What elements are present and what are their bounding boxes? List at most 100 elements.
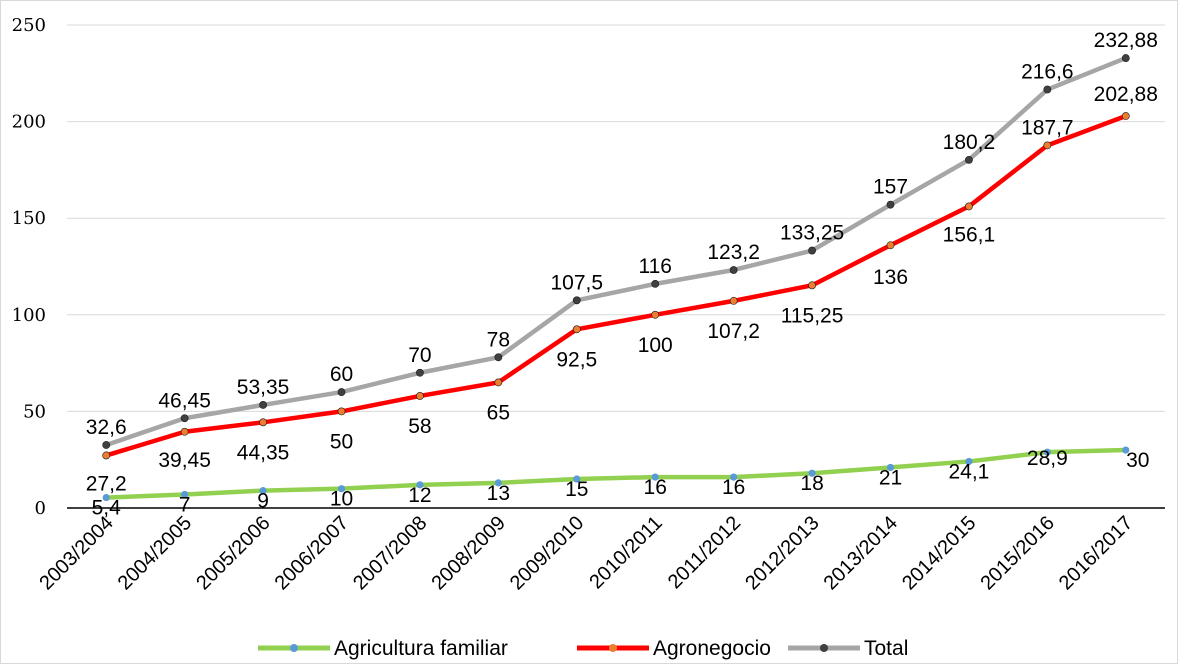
y-tick-label: 150 <box>12 208 46 229</box>
data-point <box>180 414 189 423</box>
x-tick-label: 2011/2012 <box>664 512 745 593</box>
x-tick-label: 2007/2008 <box>349 512 431 594</box>
data-label: 107,2 <box>707 320 760 343</box>
data-point <box>102 493 110 502</box>
data-label: 216,6 <box>1021 61 1074 84</box>
data-point <box>886 241 895 250</box>
data-label: 50 <box>330 430 353 453</box>
x-tick-label: 2004/2005 <box>114 512 196 594</box>
data-point <box>730 473 738 481</box>
data-point <box>494 479 502 487</box>
series-lines <box>103 55 1129 500</box>
x-tick-label: 2016/2017 <box>1055 512 1137 594</box>
data-point <box>180 427 189 436</box>
x-tick-label: 2015/2016 <box>976 512 1058 594</box>
y-tick-label: 250 <box>12 15 46 36</box>
data-label: 157 <box>873 176 908 199</box>
x-tick-label: 2012/2013 <box>741 512 823 594</box>
data-point <box>808 281 816 290</box>
data-label: 27,2 <box>86 472 127 495</box>
x-tick-label: 2010/2011 <box>585 512 666 593</box>
data-point <box>1121 54 1130 62</box>
data-point <box>1043 448 1051 456</box>
data-label: 70 <box>408 344 431 367</box>
legend-swatch-marker <box>609 644 617 652</box>
data-label: 7 <box>179 493 191 516</box>
x-tick-label: 2008/2009 <box>427 512 509 594</box>
data-label: 28,9 <box>1027 447 1068 470</box>
data-label: 202,88 <box>1094 83 1158 106</box>
data-label: 16 <box>722 476 745 499</box>
gridlines <box>67 24 1165 412</box>
x-tick-label: 2013/2014 <box>820 512 902 594</box>
data-point <box>337 388 346 396</box>
data-label: 9 <box>257 490 269 513</box>
data-label: 187,7 <box>1021 116 1074 139</box>
data-point <box>416 481 424 489</box>
data-label: 46,45 <box>158 389 211 412</box>
data-label: 15 <box>565 478 588 501</box>
y-axis-ticks: 0 50 100 150 200 250 <box>12 15 46 519</box>
x-tick-label: 2003/2004 <box>35 512 117 594</box>
data-point <box>572 296 581 305</box>
data-label: 44,35 <box>237 441 290 464</box>
series-line <box>103 55 1129 448</box>
data-label: 232,88 <box>1094 29 1158 52</box>
data-point <box>337 407 346 416</box>
legend-swatch-marker <box>820 644 828 652</box>
data-label: 58 <box>408 415 431 438</box>
data-label: 133,25 <box>780 222 844 245</box>
data-label: 5,4 <box>92 497 122 520</box>
data-point <box>965 202 973 211</box>
data-label: 60 <box>330 363 353 386</box>
y-tick-label: 50 <box>23 401 46 422</box>
data-label: 24,1 <box>948 460 989 483</box>
data-label: 13 <box>487 482 510 505</box>
data-label: 10 <box>330 488 353 511</box>
data-point <box>259 418 267 427</box>
data-point <box>729 296 738 305</box>
data-label: 39,45 <box>158 449 211 472</box>
data-label: 115,25 <box>781 304 844 327</box>
data-point <box>259 487 267 495</box>
data-point <box>494 378 503 387</box>
data-label: 12 <box>408 484 431 507</box>
legend-swatch-marker <box>290 644 298 652</box>
data-point <box>337 485 346 493</box>
data-label: 32,6 <box>86 416 127 439</box>
data-label: 21 <box>879 466 902 489</box>
data-label: 156,1 <box>943 223 996 246</box>
data-point <box>573 475 581 483</box>
data-label: 30 <box>1126 449 1149 472</box>
data-point <box>494 353 503 362</box>
data-label: 18 <box>800 472 823 495</box>
data-label: 180,2 <box>943 131 996 154</box>
y-tick-label: 100 <box>12 305 46 326</box>
data-point <box>416 368 424 377</box>
data-point <box>1043 85 1052 94</box>
data-label: 123,2 <box>707 241 760 264</box>
data-labels: 5,4 7 9 10 12 13 15 16 16 18 21 24,1 28,9 30 27,2 39,45… <box>86 29 1158 519</box>
data-point <box>102 451 111 460</box>
data-point <box>651 473 659 481</box>
data-label: 78 <box>487 328 510 351</box>
x-axis-ticks: 2003/20042004/20052005/20062006/20072007… <box>35 512 1137 594</box>
y-tick-label: 0 <box>35 498 46 519</box>
series-line <box>103 447 1129 500</box>
data-point <box>1043 141 1052 150</box>
x-tick-label: 2005/2006 <box>192 512 274 594</box>
data-point <box>181 490 189 499</box>
legend: Agricultura familiar Agronegocio Total <box>258 637 908 660</box>
y-tick-label: 200 <box>12 112 46 133</box>
series-line <box>103 113 1129 458</box>
data-label: 16 <box>644 476 667 499</box>
data-point <box>102 441 111 449</box>
legend-label: Total <box>864 637 908 660</box>
data-point <box>729 266 738 274</box>
data-point <box>886 200 895 209</box>
data-label: 100 <box>638 334 673 357</box>
data-point <box>572 325 581 334</box>
x-tick-label: 2006/2007 <box>271 512 353 594</box>
data-point <box>259 401 267 409</box>
